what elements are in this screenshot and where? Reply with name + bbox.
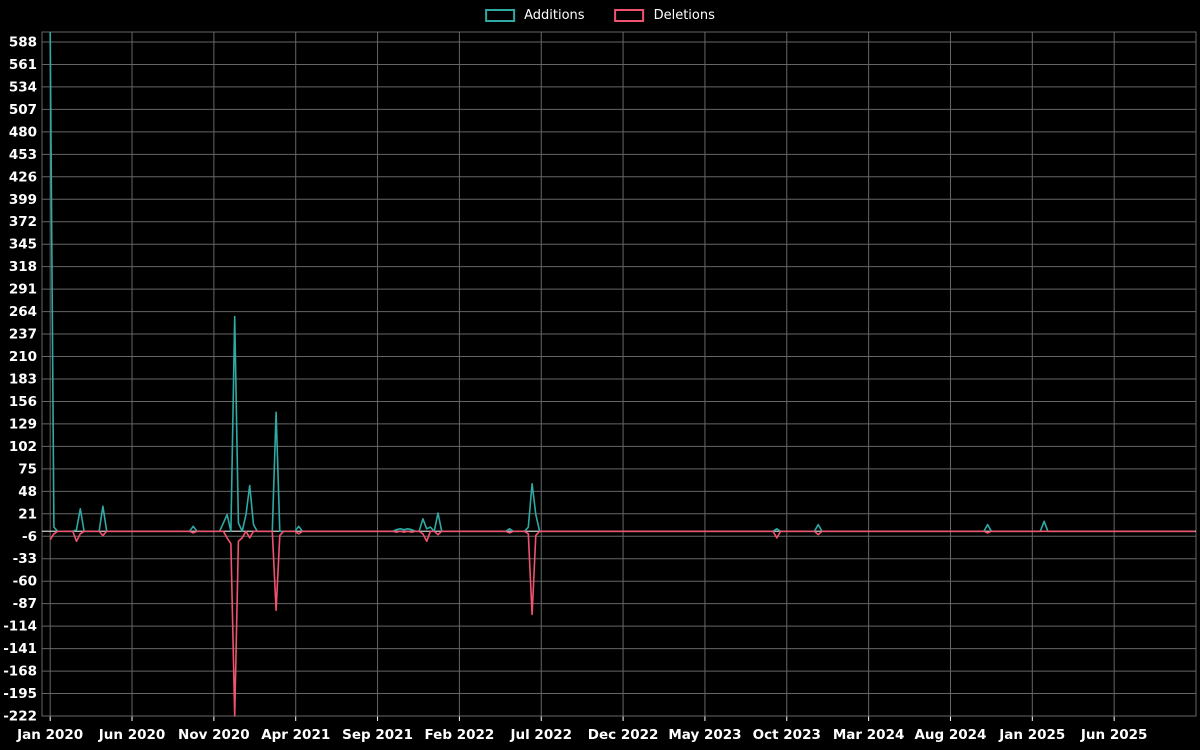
svg-text:399: 399 [9, 192, 37, 208]
svg-text:75: 75 [18, 461, 37, 477]
svg-text:345: 345 [9, 237, 37, 253]
svg-text:Jan 2020: Jan 2020 [16, 727, 83, 743]
svg-text:453: 453 [9, 147, 37, 163]
legend-label-additions: Additions [524, 8, 585, 23]
svg-text:Feb 2022: Feb 2022 [425, 727, 495, 743]
svg-text:-168: -168 [3, 664, 37, 680]
svg-text:-222: -222 [3, 709, 37, 725]
svg-text:-87: -87 [13, 596, 37, 612]
svg-text:183: 183 [9, 371, 37, 387]
svg-text:264: 264 [9, 304, 37, 320]
additions-swatch [485, 9, 516, 22]
svg-text:-6: -6 [22, 529, 37, 545]
svg-text:Jul 2022: Jul 2022 [509, 727, 572, 743]
svg-text:237: 237 [9, 327, 37, 343]
svg-text:Oct 2023: Oct 2023 [753, 727, 821, 743]
svg-text:Jun 2020: Jun 2020 [98, 727, 166, 743]
svg-text:-195: -195 [3, 686, 37, 702]
svg-text:Dec 2022: Dec 2022 [588, 727, 659, 743]
legend-item-additions: Additions [485, 8, 585, 23]
svg-text:-114: -114 [3, 619, 37, 635]
svg-text:48: 48 [18, 484, 37, 500]
svg-text:210: 210 [9, 349, 37, 365]
svg-text:291: 291 [9, 282, 37, 298]
svg-text:Jun 2025: Jun 2025 [1080, 727, 1148, 743]
legend-label-deletions: Deletions [653, 8, 715, 23]
svg-text:480: 480 [9, 124, 37, 140]
svg-text:Aug 2024: Aug 2024 [914, 727, 986, 743]
svg-text:Sep 2021: Sep 2021 [342, 727, 413, 743]
svg-text:129: 129 [9, 416, 37, 432]
svg-text:156: 156 [9, 394, 37, 410]
svg-text:102: 102 [9, 439, 37, 455]
svg-text:534: 534 [9, 79, 37, 95]
chart-legend: Additions Deletions [485, 8, 715, 23]
svg-text:588: 588 [9, 34, 37, 50]
svg-text:507: 507 [9, 102, 37, 118]
legend-item-deletions: Deletions [614, 8, 715, 23]
svg-text:Nov 2020: Nov 2020 [178, 727, 250, 743]
svg-text:21: 21 [18, 506, 37, 522]
svg-text:318: 318 [9, 259, 37, 275]
deletions-swatch [614, 9, 645, 22]
svg-text:426: 426 [9, 169, 37, 185]
svg-text:561: 561 [9, 57, 37, 73]
svg-text:Mar 2024: Mar 2024 [833, 727, 904, 743]
svg-text:May 2023: May 2023 [668, 727, 741, 743]
svg-text:Apr 2021: Apr 2021 [261, 727, 330, 743]
svg-text:-141: -141 [3, 641, 37, 657]
svg-text:-60: -60 [13, 574, 37, 590]
svg-text:Jan 2025: Jan 2025 [998, 727, 1065, 743]
svg-text:-33: -33 [13, 551, 37, 567]
svg-text:372: 372 [9, 214, 37, 230]
